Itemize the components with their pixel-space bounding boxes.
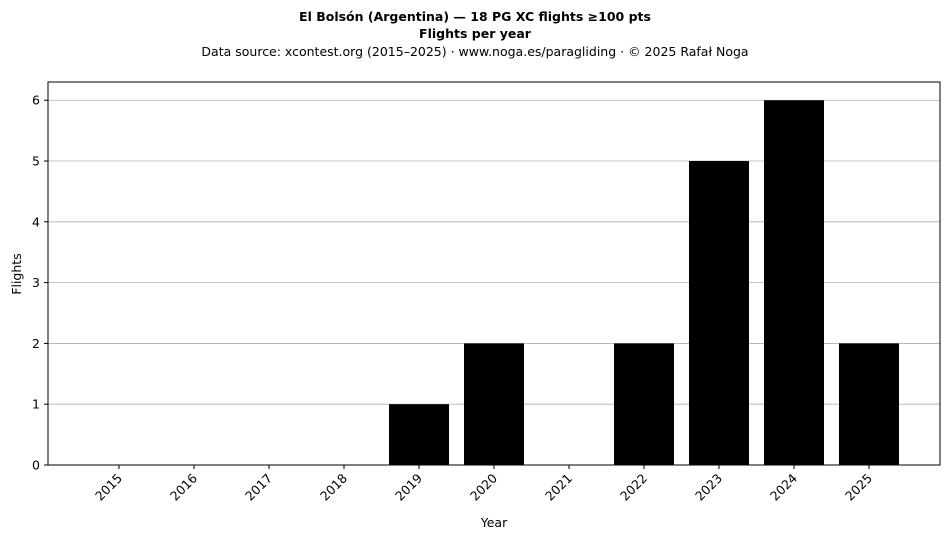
bars [389, 100, 899, 466]
y-tick-label-4: 4 [32, 214, 40, 229]
chart-title-2: Flights per year [419, 26, 532, 41]
x-tick-label-2023: 2023 [692, 471, 725, 504]
y-tick-label-1: 1 [32, 397, 40, 412]
x-tick-label-2021: 2021 [542, 471, 575, 504]
x-tick-label-2025: 2025 [842, 471, 875, 504]
x-tick-label-2018: 2018 [317, 470, 350, 503]
y-tick-label-2: 2 [32, 336, 40, 351]
x-tick-label-2016: 2016 [167, 470, 200, 503]
chart-subtitle: Data source: xcontest.org (2015–2025) · … [201, 44, 748, 59]
x-axis: 2015 2016 2017 2018 2019 2020 2021 2022 2023 2024… [92, 465, 875, 504]
x-tick-label-2015: 2015 [92, 471, 125, 504]
bar-2020 [464, 343, 524, 465]
bar-2019 [389, 404, 449, 465]
x-tick-label-2024: 2024 [767, 470, 800, 503]
x-tick-label-2019: 2019 [392, 470, 425, 503]
bar-2022 [614, 343, 674, 465]
x-tick-label-2020: 2020 [467, 470, 500, 503]
y-tick-label-5: 5 [32, 154, 40, 169]
x-tick-label-2022: 2022 [617, 471, 650, 504]
bar-2025 [839, 343, 899, 465]
bar-2023 [689, 161, 749, 466]
y-tick-label-6: 6 [32, 93, 40, 108]
y-tick-label-3: 3 [32, 275, 40, 290]
x-tick-label-2017: 2017 [242, 471, 275, 504]
y-tick-label-0: 0 [32, 458, 40, 473]
chart-title: El Bolsón (Argentina) — 18 PG XC flights… [299, 9, 651, 24]
bar-2024 [764, 100, 824, 465]
y-axis-label: Flights [9, 253, 24, 294]
y-axis: 0 1 2 3 4 5 6 [32, 93, 48, 473]
x-axis-label: Year [480, 515, 508, 530]
